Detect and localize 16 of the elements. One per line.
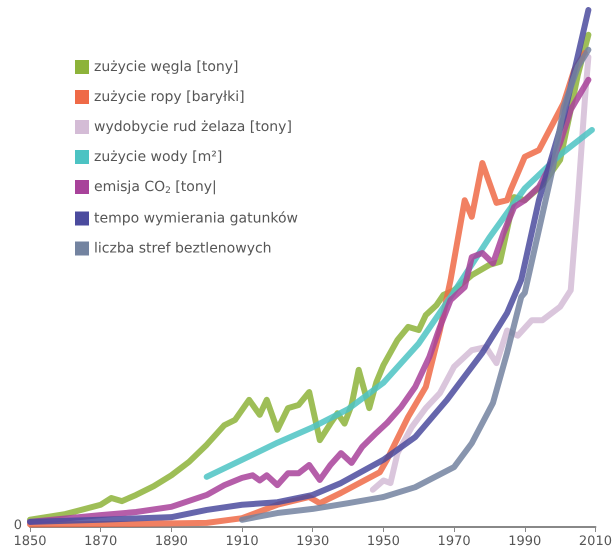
x-tick-label: 1970 xyxy=(438,534,471,549)
text: 0 xyxy=(14,518,22,533)
x-tick-label: 1990 xyxy=(508,534,542,549)
legend-label: liczba stref beztlenowych xyxy=(94,240,272,256)
x-tick-label: 1870 xyxy=(84,534,118,549)
x-tick-label: 1850 xyxy=(13,534,47,549)
legend-label: tempo wymierania gatunków xyxy=(94,210,298,226)
legend-label: zużycie węgla [tony] xyxy=(94,59,239,75)
legend-label: wydobycie rud żelaza [tony] xyxy=(94,119,292,135)
x-tick-label: 1890 xyxy=(154,534,188,549)
x-tick-label: 1910 xyxy=(226,534,259,549)
x-tick-label: 1930 xyxy=(296,534,330,549)
legend-label: zużycie ropy [baryłki] xyxy=(94,89,245,105)
x-tick-label: 1950 xyxy=(366,534,400,549)
x-tick-label: 2010 xyxy=(578,534,612,549)
legend-label: zużycie wody [m²] xyxy=(94,149,222,165)
